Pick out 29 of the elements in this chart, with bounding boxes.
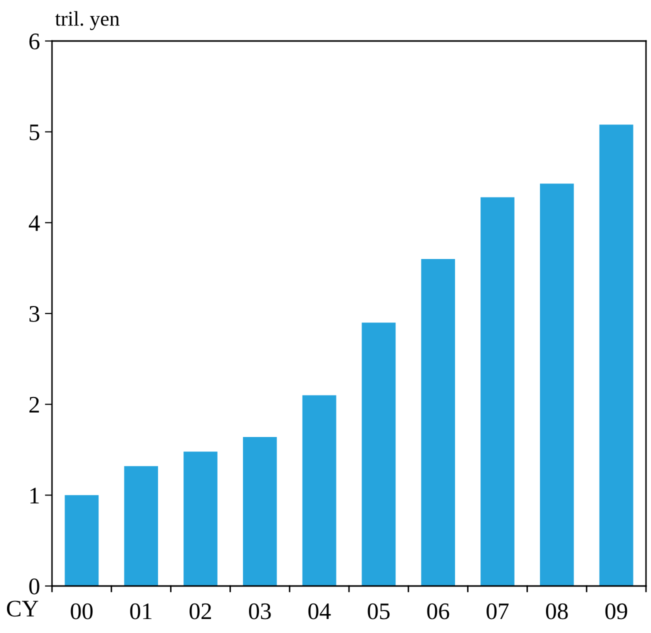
bar [302,395,336,586]
bar [599,124,634,586]
bar [64,495,99,586]
bar [362,322,396,586]
bar [184,452,218,586]
x-axis-title: CY [6,600,38,617]
x-tick-label: 04 [308,603,331,620]
bar [540,184,574,586]
x-tick-label: 01 [130,603,152,620]
y-tick-label: 4 [28,215,40,231]
y-tick-label: 3 [30,306,40,322]
bar [421,259,456,586]
y-tick-label: 0 [29,578,40,594]
y-tick-label: 1 [30,488,39,504]
x-tick-label: 00 [70,603,93,620]
x-tick-label: 02 [190,603,212,620]
x-tick-label: 07 [486,603,509,620]
bar [242,437,277,586]
x-tick-label: 05 [368,603,390,620]
x-tick-label: 03 [248,603,271,620]
y-tick-label: 5 [30,124,40,140]
x-tick-label: 09 [605,603,628,620]
x-tick-label: 08 [546,603,568,620]
y-tick-label: 6 [29,34,40,50]
x-tick-label: 06 [427,603,450,620]
y-axis-title: tril. yen [55,11,120,30]
bar [124,466,158,586]
y-tick-label: 2 [29,396,39,413]
bar [480,197,514,586]
